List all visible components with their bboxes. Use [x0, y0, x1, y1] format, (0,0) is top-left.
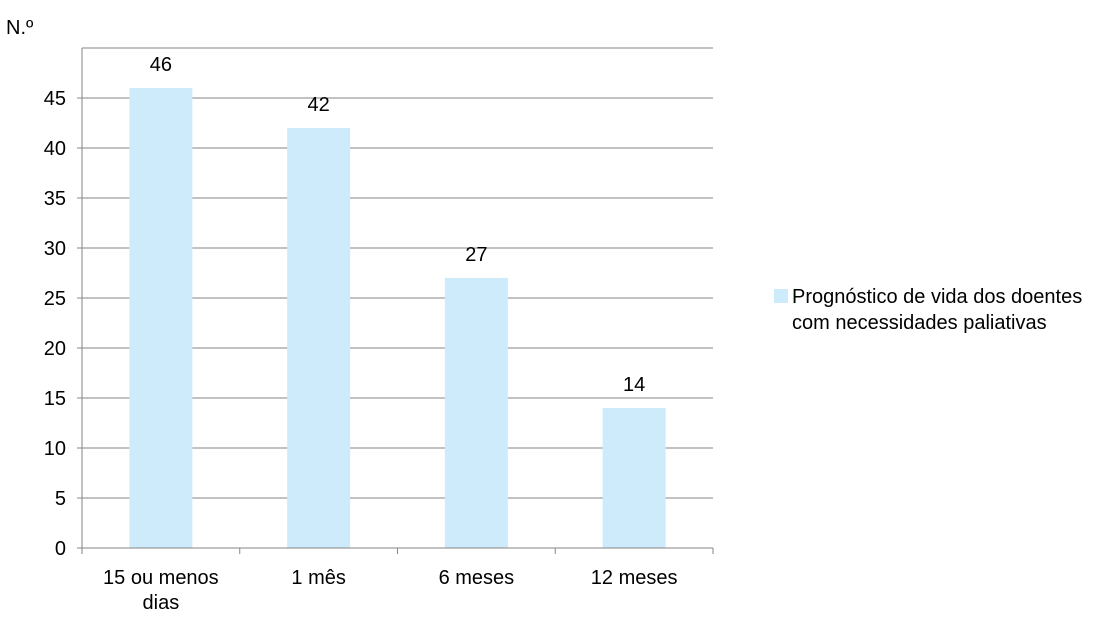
x-tick-labels: 15 ou menos dias 1 mês 6 meses 12 meses [103, 567, 677, 614]
data-label: 14 [623, 374, 645, 396]
y-tick-label: 30 [44, 238, 66, 260]
data-label: 46 [150, 54, 172, 76]
legend-swatch [774, 289, 788, 303]
y-axis-title: N.º [6, 17, 34, 39]
bar [444, 278, 508, 548]
y-tick-labels: 0 5 10 15 20 25 30 35 40 45 [44, 88, 66, 560]
y-tick-label: 25 [44, 288, 66, 310]
data-labels: 46 42 27 14 [150, 54, 646, 396]
y-tick-label: 20 [44, 338, 66, 360]
data-label: 42 [308, 94, 330, 116]
y-tick-label: 10 [44, 438, 66, 460]
x-tick-label: 12 meses [591, 567, 678, 589]
x-tick-label: 6 meses [439, 567, 515, 589]
y-tick-label: 35 [44, 188, 66, 210]
y-tick-label: 15 [44, 388, 66, 410]
bars [129, 88, 666, 548]
y-tick-label: 5 [55, 488, 66, 510]
y-tick-label: 40 [44, 138, 66, 160]
data-label: 27 [465, 244, 487, 266]
bar [129, 88, 193, 548]
bar [287, 128, 351, 548]
bar [602, 408, 666, 548]
legend-label: Prognóstico de vida dos doentes com nece… [792, 286, 1083, 334]
y-tick-label: 45 [44, 88, 66, 110]
x-tick-label: 1 mês [291, 567, 345, 589]
y-tick-label: 0 [55, 538, 66, 560]
axes [77, 48, 714, 554]
x-tick-label: 15 ou menos dias [103, 567, 219, 614]
